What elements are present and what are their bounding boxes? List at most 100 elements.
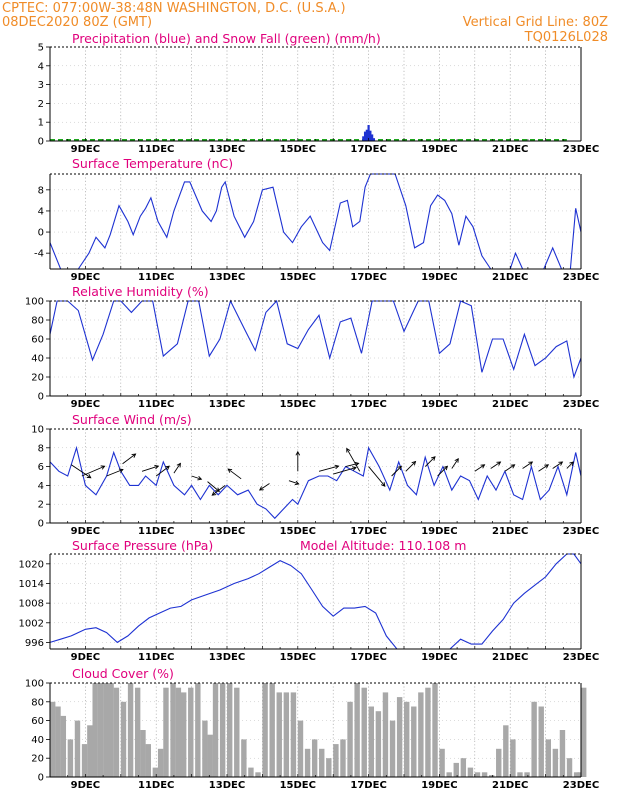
wind-arrow — [295, 450, 301, 472]
cloud-bar — [283, 692, 290, 777]
cloud-bar — [134, 687, 141, 777]
x-tick-label: 11DEC — [138, 272, 174, 283]
y-tick-label: 0 — [38, 519, 44, 530]
wind-arrow — [368, 466, 386, 487]
cloud-bar — [170, 683, 176, 777]
x-tick-label: 23DEC — [563, 272, 599, 283]
cloud-bar — [510, 739, 516, 777]
y-tick-label: 1 — [38, 118, 44, 129]
y-tick-label: 60 — [31, 716, 44, 727]
x-tick-label: 9DEC — [71, 780, 100, 791]
y-tick-label: 1008 — [19, 599, 44, 610]
wind-arrow — [173, 462, 181, 474]
cloud-bar — [55, 706, 61, 777]
x-tick-label: 15DEC — [280, 780, 316, 791]
wind-arrow — [122, 453, 137, 465]
wind-arrow — [346, 447, 361, 472]
wind-title: Surface Wind (m/s) — [72, 412, 192, 427]
y-tick-label: 100 — [25, 679, 44, 690]
wind-arrow — [424, 456, 436, 467]
y-tick-label: 5 — [38, 43, 44, 54]
x-tick-label: 21DEC — [492, 399, 528, 410]
y-tick-label: 3 — [38, 80, 44, 91]
cloud-bar — [503, 725, 509, 777]
cloud-bar — [333, 744, 339, 777]
wind-arrow — [81, 465, 106, 477]
x-tick-label: 13DEC — [209, 652, 245, 663]
cloud-bar — [496, 748, 502, 777]
cloud-bar — [581, 687, 587, 777]
pressure-line — [49, 553, 582, 650]
x-tick-label: 17DEC — [350, 272, 386, 283]
y-tick-label: 100 — [25, 297, 44, 308]
cloud-bar — [488, 775, 495, 777]
x-tick-label: 23DEC — [563, 144, 599, 155]
cloud-bar — [97, 683, 104, 777]
cloud-bar — [188, 687, 194, 777]
cloud-bar — [538, 706, 544, 777]
x-tick-label: 11DEC — [138, 780, 174, 791]
cloud-bar — [354, 683, 360, 777]
grid-line-note: Vertical Grid Line: 80Z — [463, 15, 608, 30]
y-tick-label: 4 — [38, 206, 44, 217]
cloud-bar — [108, 683, 114, 777]
cloud-bar — [439, 748, 445, 777]
cloud-bar — [545, 739, 552, 777]
wind-arrow — [391, 465, 403, 477]
cloud-bar — [103, 683, 109, 777]
precip-bar — [372, 138, 376, 141]
cloud-bar — [432, 683, 438, 777]
y-tick-label: 1002 — [19, 618, 44, 629]
x-tick-label: 15DEC — [280, 272, 316, 283]
x-tick-label: 11DEC — [138, 144, 174, 155]
run-date: 08DEC2020 80Z (GMT) — [2, 15, 152, 30]
wind-arrow — [155, 465, 170, 477]
cloud-bar — [404, 701, 410, 777]
wind-arrow — [451, 457, 459, 469]
x-tick-label: 23DEC — [563, 780, 599, 791]
cloud-bar — [60, 715, 67, 777]
wind-arrow — [474, 464, 486, 472]
cloud-bar — [120, 701, 127, 777]
x-tick-label: 21DEC — [492, 144, 528, 155]
y-tick-label: 80 — [31, 697, 44, 708]
wind-arrow — [566, 461, 575, 469]
cloud-bar — [411, 706, 417, 777]
chart-panels: 0 1 2 3 4 5 9DEC 11DEC 13DEC 15DEC 17DEC 19DEC 21DEC… — [19, 31, 600, 791]
cloud-bar — [202, 720, 208, 777]
y-tick-label: 1014 — [19, 579, 44, 590]
y-tick-label: 40 — [31, 735, 44, 746]
cloud-bar — [559, 730, 566, 777]
cloud-bar — [113, 687, 120, 777]
wind-panel: 0 2 4 6 8 10 9DEC 11DEC 13DEC 15DEC 17DEC 19DEC 21DE… — [31, 412, 599, 537]
x-tick-label: 21DEC — [492, 652, 528, 663]
cloud-bar — [175, 687, 182, 777]
cloud-bar — [453, 762, 459, 777]
wind-arrow — [288, 480, 300, 486]
cloud-bar — [140, 730, 146, 777]
wind-arrow — [258, 483, 270, 491]
x-tick-label: 17DEC — [350, 526, 386, 537]
cloud-bar — [573, 772, 580, 777]
x-tick-label: 19DEC — [421, 652, 457, 663]
model-altitude: Model Altitude: 110.108 m — [300, 538, 466, 553]
y-tick-label: 1020 — [19, 559, 44, 570]
cloud-bar — [418, 692, 424, 777]
cloud-bar — [163, 687, 169, 777]
wind-arrow — [333, 466, 357, 475]
cloud-bar — [524, 772, 530, 777]
x-tick-label: 19DEC — [421, 399, 457, 410]
cloud-bar — [425, 687, 431, 777]
x-tick-label: 15DEC — [280, 652, 316, 663]
cloud-bar — [234, 687, 240, 777]
x-tick-label: 15DEC — [280, 526, 316, 537]
x-tick-label: 9DEC — [71, 652, 100, 663]
wind-line — [49, 445, 582, 520]
wind-arrow — [141, 464, 160, 472]
cloud-bar — [152, 767, 159, 777]
pressure-panel: 996 1002 1008 1014 1020 9DEC 11DEC 13DEC 15DEC 17… — [19, 538, 600, 663]
cloud-bar — [219, 683, 226, 777]
x-tick-label: 13DEC — [209, 780, 245, 791]
x-tick-label: 23DEC — [563, 526, 599, 537]
cloud-bar — [311, 739, 318, 777]
